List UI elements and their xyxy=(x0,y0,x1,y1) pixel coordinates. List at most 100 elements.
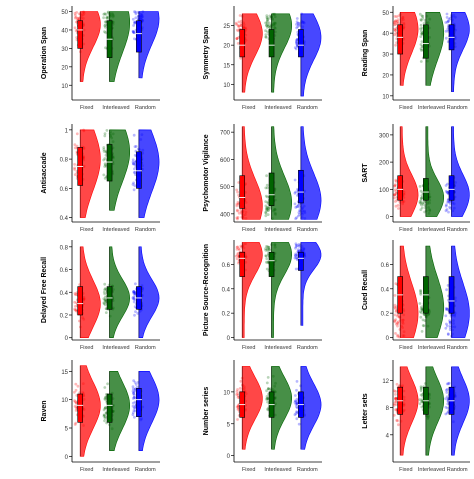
data-point-random xyxy=(132,162,135,166)
data-point-interleaved xyxy=(419,47,423,51)
data-point-random xyxy=(453,311,457,315)
data-point-interleaved xyxy=(265,174,268,178)
data-point-random xyxy=(133,10,136,14)
data-point-random xyxy=(295,41,298,45)
data-point-interleaved xyxy=(265,260,268,264)
data-point-random xyxy=(132,396,136,399)
x-tick-label-fixed: Fixed xyxy=(80,345,93,351)
data-point-random xyxy=(294,217,297,221)
data-point-random xyxy=(453,394,457,398)
data-point-interleaved xyxy=(112,288,115,291)
data-point-random xyxy=(453,296,457,300)
data-point-interleaved xyxy=(271,209,275,213)
data-point-interleaved xyxy=(419,289,422,292)
data-point-fixed xyxy=(394,310,398,313)
data-point-interleaved xyxy=(420,18,423,22)
data-point-fixed xyxy=(394,397,398,401)
data-point-fixed xyxy=(82,317,86,321)
data-point-random xyxy=(141,164,144,168)
violin-interleaved xyxy=(109,370,131,452)
x-tick-label-random: Random xyxy=(135,105,156,111)
data-point-interleaved xyxy=(265,397,269,400)
data-point-fixed xyxy=(394,183,397,187)
violin-interleaved xyxy=(271,242,293,338)
data-point-fixed xyxy=(236,408,240,411)
data-point-interleaved xyxy=(421,318,425,322)
data-point-random xyxy=(295,37,299,41)
x-tick-label-fixed: Fixed xyxy=(242,227,255,233)
x-tick-label-random: Random xyxy=(447,105,468,111)
data-point-fixed xyxy=(402,196,406,199)
data-point-fixed xyxy=(241,211,245,215)
x-tick-label-interleaved: Interleaved xyxy=(418,227,445,233)
data-point-fixed xyxy=(401,200,405,204)
box-interleaved xyxy=(268,172,275,206)
data-point-random xyxy=(446,333,450,336)
data-point-random xyxy=(444,314,448,318)
data-point-interleaved xyxy=(107,13,111,17)
x-tick-label-interleaved: Interleaved xyxy=(418,467,445,473)
data-point-random xyxy=(453,37,457,41)
data-point-random xyxy=(294,243,298,247)
data-point-interleaved xyxy=(273,397,277,400)
data-point-interleaved xyxy=(102,414,106,418)
data-point-fixed xyxy=(402,403,406,407)
data-point-random xyxy=(132,292,136,295)
data-point-random xyxy=(445,288,448,292)
data-point-random xyxy=(301,206,304,210)
data-point-random xyxy=(132,289,136,293)
data-point-interleaved xyxy=(266,376,270,379)
data-point-fixed xyxy=(402,389,406,393)
y-tick-label: 20 xyxy=(382,73,389,79)
data-point-random xyxy=(295,410,298,413)
data-point-fixed xyxy=(73,405,77,408)
data-point-random xyxy=(132,171,136,174)
data-point-random xyxy=(295,380,299,383)
data-point-interleaved xyxy=(266,17,269,21)
data-point-fixed xyxy=(244,392,248,396)
data-point-fixed xyxy=(394,204,398,208)
y-tick-label: 100 xyxy=(379,188,390,194)
data-point-random xyxy=(448,205,451,209)
data-point-interleaved xyxy=(428,195,432,199)
data-point-random xyxy=(293,401,297,404)
data-point-interleaved xyxy=(426,415,430,419)
data-point-random xyxy=(139,12,143,16)
data-point-interleaved xyxy=(418,398,422,402)
x-tick-label-fixed: Fixed xyxy=(80,467,93,473)
data-point-random xyxy=(297,211,301,215)
violin-random xyxy=(451,366,470,456)
data-point-interleaved xyxy=(428,208,432,212)
data-point-random xyxy=(445,382,449,386)
x-tick-label-interleaved: Interleaved xyxy=(264,345,291,351)
data-point-interleaved xyxy=(103,298,107,302)
data-point-fixed xyxy=(74,15,78,19)
data-point-fixed xyxy=(402,398,406,402)
data-point-random xyxy=(447,17,451,21)
data-point-interleaved xyxy=(104,415,107,419)
data-point-fixed xyxy=(243,213,247,217)
violin-interleaved xyxy=(425,366,444,456)
data-point-fixed xyxy=(73,390,76,394)
data-point-interleaved xyxy=(273,26,277,30)
data-point-interleaved xyxy=(428,195,431,199)
data-point-fixed xyxy=(401,334,405,338)
x-tick-label-random: Random xyxy=(447,227,468,233)
data-point-interleaved xyxy=(103,295,107,299)
panel-operation-span: 10 20 30 40 50 Operation Span Fixed Interleaved… xyxy=(41,6,160,111)
data-point-random xyxy=(131,404,135,408)
data-point-interleaved xyxy=(111,299,115,302)
data-point-random xyxy=(445,208,449,211)
data-point-interleaved xyxy=(419,393,423,397)
data-point-interleaved xyxy=(103,397,107,401)
data-point-interleaved xyxy=(265,16,269,19)
data-point-interleaved xyxy=(419,389,423,392)
data-point-fixed xyxy=(395,22,399,26)
data-point-interleaved xyxy=(267,207,270,210)
y-tick-label: 0 xyxy=(65,455,69,461)
data-point-fixed xyxy=(393,33,396,37)
data-point-fixed xyxy=(394,400,397,403)
data-point-interleaved xyxy=(273,243,277,247)
data-point-interleaved xyxy=(265,389,268,393)
data-point-interleaved xyxy=(104,311,108,314)
